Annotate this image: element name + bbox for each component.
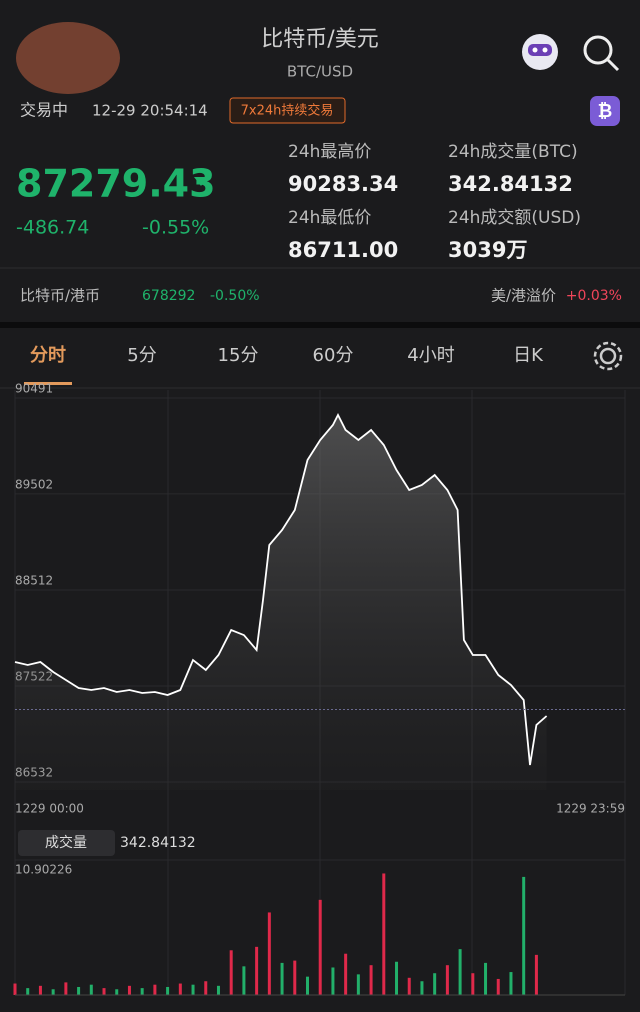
y-tick-label: 90491	[15, 382, 53, 396]
stat-label: 24h成交额(USD)	[448, 208, 581, 228]
volume-bar	[484, 962, 488, 995]
price-line	[14, 413, 548, 766]
area-fill	[15, 415, 547, 790]
volume-bar	[395, 961, 399, 995]
down-arrow	[194, 177, 208, 186]
volume-bar	[420, 981, 424, 995]
volume-bar	[166, 986, 170, 995]
change: -486.74	[16, 217, 89, 239]
tab[interactable]: 日K	[513, 345, 544, 366]
volume-bar	[191, 984, 195, 995]
stat-label: 24h最高价	[288, 142, 371, 162]
volume-bar	[13, 983, 17, 995]
subtitle: BTC/USD	[287, 63, 353, 81]
y-tick-label: 88512	[15, 573, 53, 587]
volume-bar	[89, 984, 93, 995]
stat-value: 90283.34	[288, 172, 398, 196]
trade-time: 12-29 20:54:14	[92, 102, 208, 120]
volume-bar	[38, 985, 42, 995]
volume-bar	[356, 974, 360, 995]
volume-bar	[102, 988, 106, 995]
premium: +0.03%	[566, 288, 622, 304]
stat-value: 3039万	[448, 238, 527, 262]
volume-bar	[369, 965, 373, 995]
stat-value: 86711.00	[288, 238, 398, 262]
tab-underline	[24, 382, 72, 385]
cross-pair: 比特币/港币	[20, 287, 100, 305]
badge-box	[229, 97, 346, 124]
volume-bar	[255, 946, 259, 995]
stat-label: 24h最低价	[288, 208, 371, 228]
stat-value: 342.84132	[448, 172, 573, 196]
volume-bar	[127, 985, 131, 995]
volume-bar	[305, 976, 309, 995]
volume-bar	[293, 960, 297, 995]
volume-bar	[471, 973, 475, 995]
volume-bar	[178, 983, 182, 995]
section-divider	[0, 322, 640, 328]
title: 比特币/美元	[261, 27, 378, 52]
volume-bar	[229, 950, 233, 995]
volume-bar	[267, 912, 271, 995]
tab[interactable]: 60分	[313, 345, 354, 366]
tab[interactable]: 15分	[218, 345, 259, 366]
volume-bar	[496, 978, 500, 995]
x-label: 1229 00:00	[15, 802, 84, 816]
y-tick-label: 89502	[15, 477, 53, 491]
stat-label: 24h成交量(BTC)	[448, 142, 578, 162]
badge: 7x24h持续交易	[241, 103, 334, 119]
volume-bar	[534, 954, 538, 995]
change-pct: -0.55%	[142, 217, 209, 239]
robot-icon[interactable]	[522, 34, 558, 70]
volume-bar	[153, 984, 157, 995]
btc-icon: ₿	[590, 96, 620, 126]
volume-bar	[77, 986, 81, 995]
volume-bar	[26, 988, 30, 995]
volume-bar	[115, 989, 119, 995]
volume-bar	[522, 876, 526, 995]
volume-bar	[242, 966, 246, 995]
volume-bar	[204, 981, 208, 995]
tab[interactable]: 分时	[30, 345, 66, 366]
tab[interactable]: 4小时	[407, 345, 454, 366]
volume-bar	[51, 989, 55, 995]
volume-value: 342.84132	[120, 835, 196, 851]
volume-bar	[140, 988, 144, 995]
volume-label-box	[18, 830, 115, 856]
y-tick-label: 10.90226	[15, 863, 72, 877]
x-label: 1229 23:59	[556, 802, 625, 816]
settings-icon[interactable]	[593, 341, 623, 371]
volume-bar	[216, 985, 220, 995]
volume-bar	[318, 899, 322, 995]
cross-price: 678292	[142, 288, 195, 304]
volume-bar	[445, 965, 449, 995]
volume-label: 成交量	[45, 834, 87, 851]
volume-bar	[344, 953, 348, 995]
volume-bar	[382, 873, 386, 995]
search-icon[interactable]	[583, 35, 620, 72]
avatar[interactable]	[16, 22, 120, 94]
trade-state: 交易中	[20, 101, 68, 120]
volume-bar	[458, 949, 462, 995]
premium-label: 美/港溢价	[491, 287, 556, 305]
volume-bar	[433, 973, 437, 995]
volume-bar	[64, 982, 68, 995]
volume-bar	[509, 972, 513, 995]
volume-bar	[407, 977, 411, 995]
tab[interactable]: 5分	[127, 345, 156, 366]
volume-bar	[280, 962, 284, 995]
price: 87279.43	[16, 162, 216, 206]
volume-bar	[331, 967, 335, 995]
svg-text:₿: ₿	[598, 101, 613, 122]
cross-change: -0.50%	[210, 288, 260, 304]
